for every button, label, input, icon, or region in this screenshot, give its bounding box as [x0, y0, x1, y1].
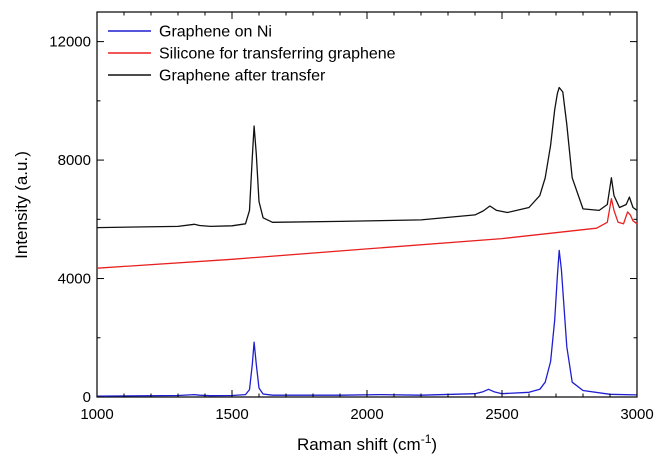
y-tick-label: 0 — [83, 389, 91, 406]
y-tick-label: 4000 — [58, 271, 91, 288]
series-layer — [96, 86, 638, 397]
legend: Graphene on Ni Silicone for transferring … — [108, 24, 396, 85]
series-line-2 — [96, 86, 638, 229]
legend-label-1: Silicone for transferring graphene — [159, 46, 396, 63]
legend-label-0: Graphene on Ni — [159, 24, 272, 41]
y-tick-label: 12000 — [49, 34, 91, 51]
y-axis-label: Intensity (a.u.) — [12, 151, 31, 259]
series-line-1 — [96, 197, 638, 269]
legend-label-2: Graphene after transfer — [159, 68, 326, 85]
x-axis-ticks: 1000 1500 2000 2500 3000 — [80, 12, 654, 423]
x-tick-label: 3000 — [620, 406, 653, 423]
series-line-0 — [96, 249, 638, 397]
x-axis-label-main: Raman shift (cm — [297, 435, 421, 454]
y-axis-ticks: 0 4000 8000 12000 — [49, 34, 637, 406]
x-tick-label: 2000 — [350, 406, 383, 423]
x-tick-label: 2500 — [485, 406, 518, 423]
x-tick-label: 1500 — [215, 406, 248, 423]
x-axis-label-end: ) — [431, 435, 437, 454]
x-axis-label: Raman shift (cm-1) — [297, 432, 437, 454]
x-tick-label: 1000 — [80, 406, 113, 423]
y-tick-label: 8000 — [58, 152, 91, 169]
x-axis-label-superscript: -1 — [421, 432, 432, 446]
